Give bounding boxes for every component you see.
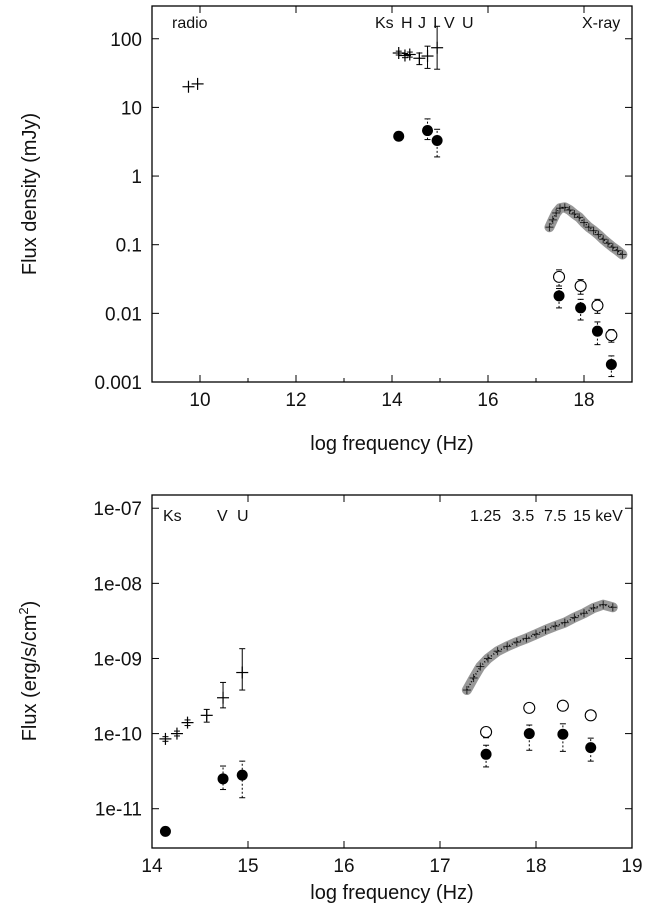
y-tick-label: 0.001 [94, 373, 142, 394]
y-tick-label: 100 [110, 30, 142, 51]
band-label-xray: X-ray [582, 15, 620, 32]
y-axis-label-bottom: Flux (erg/s/cm2) [16, 601, 41, 742]
energy-label-15-kev: 15 keV [573, 508, 623, 525]
band-label-ks: Ks [163, 508, 182, 525]
filled-circle-marker [159, 825, 171, 837]
band-label-v: V [217, 508, 228, 525]
x-tick-label: 18 [573, 390, 594, 411]
y-tick-label: 1e-11 [95, 800, 142, 821]
open-circle-marker [556, 699, 569, 712]
y-tick-label: 1e-07 [93, 499, 142, 520]
open-circle-marker [552, 270, 566, 283]
filled-circle-marker [591, 325, 603, 337]
y-axis-label-bottom-end: ) [19, 601, 41, 608]
y-tick-label: 1e-09 [93, 649, 142, 670]
band-label-u: U [462, 15, 474, 32]
band-label-radio: radio [172, 15, 208, 32]
y-tick-label: 10 [121, 98, 142, 119]
xray-spectrum-band [544, 202, 628, 260]
open-circle-marker [605, 329, 618, 342]
band-label-ks: Ks [375, 15, 394, 32]
band-label-h: H [401, 15, 413, 32]
filled-circle-marker [557, 728, 569, 740]
band-label-i: I [433, 15, 437, 32]
open-circle-marker [574, 279, 587, 293]
y-tick-label: 0.1 [116, 236, 142, 257]
energy-label-3-5: 3.5 [512, 508, 534, 525]
x-tick-label: 18 [525, 856, 546, 877]
filled-circle-marker [575, 302, 587, 314]
x-tick-label: 19 [621, 856, 642, 877]
open-circle-marker [523, 701, 536, 714]
x-tick-label: 14 [141, 856, 163, 877]
x-tick-label: 10 [189, 390, 210, 411]
plot-frame-top [151, 5, 633, 383]
energy-label-1-25: 1.25 [470, 508, 501, 525]
filled-circle-marker [585, 742, 597, 754]
open-circle-marker [480, 725, 493, 739]
open-circle-marker [584, 709, 597, 722]
filled-circle-marker [236, 769, 248, 781]
band-label-v: V [444, 15, 455, 32]
filled-circle-marker [393, 130, 405, 142]
plot-frame-bottom [151, 494, 633, 849]
xray-spectrum-line [548, 206, 623, 256]
filled-circle-marker [422, 125, 434, 137]
x-tick-label: 14 [381, 390, 403, 411]
band-label-j: J [418, 15, 426, 32]
y-axis-label-bottom-sup: 2 [16, 607, 31, 614]
y-tick-label: 1e-08 [93, 574, 142, 595]
x-tick-label: 16 [333, 856, 354, 877]
xray-spectrum-band [461, 599, 618, 696]
y-tick-label: 1 [131, 167, 142, 188]
y-axis-label-top: Flux density (mJy) [19, 113, 41, 275]
y-axis-label-bottom-main: Flux (erg/s/cm [19, 615, 41, 742]
filled-circle-marker [217, 773, 229, 785]
energy-label-7-5: 7.5 [544, 508, 566, 525]
filled-circle-marker [553, 290, 565, 302]
filled-circle-marker [523, 728, 535, 740]
x-axis-label-bottom: log frequency (Hz) [310, 882, 473, 904]
x-axis-label-top: log frequency (Hz) [310, 433, 473, 455]
xray-spectrum-line [466, 603, 613, 691]
x-tick-label: 17 [429, 856, 450, 877]
y-tick-label: 0.01 [105, 304, 142, 325]
filled-circle-marker [431, 134, 443, 146]
panel-bottom: 14 15 16 17 18 19 1e-11 1e-10 1e-09 1e-08 1e-07 Ks… [16, 494, 643, 904]
y-tick-label: 1e-10 [93, 725, 142, 746]
open-circle-marker [591, 299, 604, 312]
x-tick-label: 16 [477, 390, 498, 411]
x-tick-label: 15 [237, 856, 258, 877]
x-tick-label: 12 [285, 390, 306, 411]
filled-circle-marker [605, 358, 617, 370]
filled-circle-marker [480, 748, 492, 760]
band-label-u: U [237, 508, 249, 525]
